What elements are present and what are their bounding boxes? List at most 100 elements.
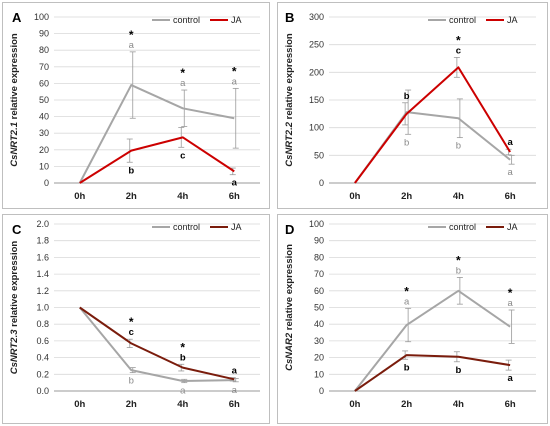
y-tick-label: 40 <box>314 319 324 329</box>
y-tick-label: 0 <box>44 178 49 188</box>
y-tick-label: 30 <box>314 336 324 346</box>
series-ja: b b a <box>354 350 513 392</box>
y-tick-label: 0 <box>319 386 324 396</box>
y-tick-label: 0.6 <box>36 336 49 346</box>
y-tick-label: 1.2 <box>36 286 49 296</box>
y-tick-label: 300 <box>309 12 324 22</box>
significance-letter: a <box>129 40 135 51</box>
significance-letter: b <box>404 137 409 148</box>
significance-letter: a <box>232 76 238 87</box>
panel-a: A 0 10 20 30 40 50 60 70 80 90 100 0h 2h 4h 6h CsNRT2.1 … <box>2 2 270 209</box>
series-line <box>354 289 511 392</box>
series-control: a a a <box>78 40 239 184</box>
significance-letter: b <box>404 91 410 102</box>
series-line <box>79 306 235 381</box>
x-tick-label: 2h <box>401 191 412 202</box>
y-tick-label: 10 <box>314 369 324 379</box>
significance-letter: c <box>456 45 461 56</box>
y-tick-label: 90 <box>314 236 324 246</box>
y-tick-label: 100 <box>34 12 49 22</box>
y-tick-label: 60 <box>314 286 324 296</box>
x-tick-label: 0h <box>74 399 85 410</box>
series-ja: c b a <box>79 306 238 382</box>
series-line <box>78 84 235 184</box>
asterisk: * <box>404 284 409 298</box>
x-tick-label: 0h <box>349 399 360 410</box>
legend-label: control <box>173 222 200 232</box>
asterisk: * <box>508 286 513 300</box>
legend-label: control <box>449 222 476 232</box>
y-tick-label: 70 <box>39 62 49 72</box>
y-axis-label: CsNRT2.3 relative expression <box>9 241 20 375</box>
significance-letter: c <box>129 327 134 338</box>
significance-letter: b <box>456 141 461 152</box>
legend-label: JA <box>507 222 518 232</box>
asterisk: * <box>456 33 461 47</box>
significance-letter: b <box>128 165 134 176</box>
y-tick-label: 70 <box>314 269 324 279</box>
significance-letter: a <box>180 78 186 89</box>
asterisk: * <box>180 66 185 80</box>
x-tick-label: 4h <box>453 399 464 410</box>
significance-letter: a <box>180 386 186 397</box>
asterisk: * <box>129 315 134 329</box>
y-tick-label: 20 <box>39 145 49 155</box>
legend-label: JA <box>231 222 242 232</box>
significance-letter: b <box>455 365 461 376</box>
panel-frame <box>2 2 270 209</box>
x-tick-label: 6h <box>229 399 240 410</box>
legend-label: control <box>173 15 200 25</box>
x-tick-label: 0h <box>74 191 85 202</box>
y-tick-label: 80 <box>314 252 324 262</box>
significance-letter: a <box>232 178 238 189</box>
y-tick-label: 1.6 <box>36 252 49 262</box>
significance-letter: a <box>507 167 513 178</box>
y-tick-label: 10 <box>39 161 49 171</box>
panel-c: C 0.0 0.2 0.4 0.6 0.8 1.0 1.2 1.4 1.6 1.8 2.0 0h 2h 4h… <box>2 214 270 424</box>
series-ja: b c a <box>354 45 513 184</box>
series-ja: b c a <box>79 126 238 189</box>
significance-letter: b <box>180 352 186 363</box>
significance-letter: b <box>404 362 410 373</box>
y-axis-label-text: relative expression <box>9 241 20 330</box>
y-axis-label-text: relative expression <box>284 33 295 122</box>
y-axis-label-text: relative expression <box>284 244 295 333</box>
x-tick-label: 4h <box>453 191 464 202</box>
x-tick-label: 6h <box>229 191 240 202</box>
y-axis-label-gene: CsNAR2 <box>284 332 295 371</box>
legend-label: JA <box>507 15 518 25</box>
panel-frame <box>277 214 548 424</box>
y-tick-label: 50 <box>314 303 324 313</box>
significance-letter: a <box>507 373 513 384</box>
legend-label: control <box>449 15 476 25</box>
significance-letter: a <box>507 137 513 148</box>
x-tick-label: 0h <box>349 191 360 202</box>
y-tick-label: 40 <box>39 112 49 122</box>
y-tick-label: 0.0 <box>36 386 49 396</box>
series-line <box>79 136 235 184</box>
panel-frame <box>2 214 270 424</box>
y-tick-label: 1.4 <box>36 269 49 279</box>
panel-letter: D <box>285 222 294 237</box>
y-tick-label: 50 <box>39 95 49 105</box>
x-tick-label: 2h <box>126 191 137 202</box>
legend-label: JA <box>231 15 242 25</box>
series-line <box>354 354 511 392</box>
significance-letter: a <box>404 296 410 307</box>
y-axis-label-gene: CsNRT2.3 <box>9 329 20 374</box>
x-tick-label: 2h <box>126 399 137 410</box>
y-tick-label: 30 <box>39 128 49 138</box>
x-tick-label: 6h <box>505 191 516 202</box>
panel-d: D 0 10 20 30 40 50 60 70 80 90 100 0h 2h 4h 6h CsNAR2 re… <box>277 214 548 424</box>
y-tick-label: 1.0 <box>36 303 49 313</box>
y-tick-label: 100 <box>309 219 324 229</box>
x-tick-label: 6h <box>505 399 516 410</box>
y-tick-label: 0.8 <box>36 319 49 329</box>
series-control: ba a <box>78 306 239 397</box>
series-line <box>78 306 235 382</box>
y-tick-label: 200 <box>309 67 324 77</box>
y-axis-label-text: relative expression <box>9 33 20 122</box>
y-axis-label-gene: CsNRT2.1 <box>9 122 20 167</box>
y-tick-label: 50 <box>314 150 324 160</box>
